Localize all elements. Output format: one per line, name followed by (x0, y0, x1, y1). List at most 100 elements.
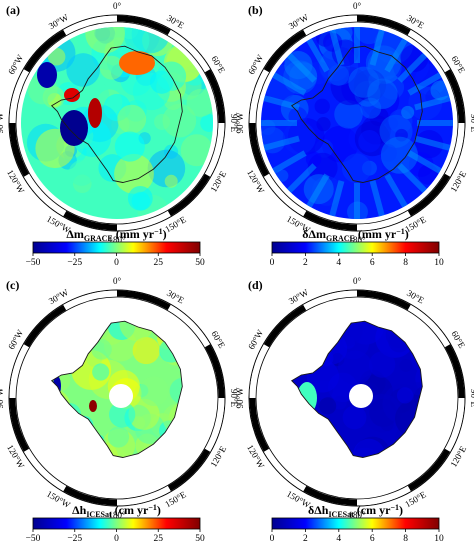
colorbar-tick-d: 2 (303, 534, 308, 544)
panel-label-b: (b) (248, 3, 263, 17)
frame-segment-a (116, 210, 171, 231)
frame-outer-b (248, 14, 466, 232)
frame-segment-b (263, 29, 307, 73)
frame-segment-a (9, 122, 30, 177)
colorbar-tick-b: 10 (434, 258, 444, 268)
coastline-a (50, 45, 183, 183)
frame-segment-b (407, 29, 451, 73)
longitude-label-b: 90°E (469, 114, 474, 133)
colorbar-tick-b: 8 (403, 258, 408, 268)
colorbar-tick-d: 10 (434, 534, 444, 544)
frame-segment-b (249, 122, 270, 177)
frame-segment-b (444, 122, 465, 177)
frame-segment-d (249, 344, 270, 399)
frame-segment-a (9, 69, 30, 124)
longitude-label-d: 90°W (235, 387, 245, 409)
colorbar-title-b: δΔmGRACE (mm yr−1) (302, 227, 409, 243)
frame-segment-a (167, 173, 211, 217)
frame-segment-c (9, 397, 30, 452)
panel-label-d: (d) (248, 278, 263, 292)
longitude-label-c: 180° (108, 510, 126, 520)
colorbar-title-a: ΔmGRACE (mm yr−1) (66, 227, 166, 243)
panel-b: 0°30°E60°E90°E120°E150°E180°150°W120°W90… (235, 1, 474, 268)
colorbar-tick-c: 50 (195, 534, 205, 544)
frame-segment-b (407, 173, 451, 217)
frame-segment-d (444, 397, 465, 452)
frame-segment-c (167, 304, 211, 348)
map-field-b (261, 27, 453, 219)
frame-segment-c (9, 344, 30, 399)
longitude-label-c: 90°W (0, 387, 5, 409)
colorbar-d (271, 517, 440, 530)
colorbar-tick-d: 8 (403, 534, 408, 544)
colorbar-c (32, 517, 201, 530)
longitude-label-b: 0° (353, 1, 362, 11)
pole-hole-d (349, 384, 373, 408)
frame-segment-c (204, 397, 225, 452)
longitude-label-a: 0° (113, 1, 122, 11)
frame-outer-a (8, 14, 226, 232)
colorbar-tick-d: 4 (336, 534, 341, 544)
frame-segment-d (249, 397, 270, 452)
frame-segment-c (63, 290, 118, 311)
frame-segment-b (303, 210, 358, 231)
colorbar-tick-d: 0 (270, 534, 275, 544)
frame-segment-a (63, 15, 118, 36)
frame-segment-c (116, 290, 171, 311)
longitude-label-a: 90°E (229, 114, 239, 133)
longitude-label-b: 180° (348, 235, 366, 245)
frame-segment-d (356, 485, 411, 506)
frame-segment-a (23, 29, 67, 73)
frame-outer-d (248, 289, 466, 507)
coastline-d (290, 320, 423, 458)
frame-segment-b (444, 69, 465, 124)
longitude-label-d: 180° (348, 510, 366, 520)
frame-segment-c (116, 485, 171, 506)
frame-inner-d (255, 296, 459, 500)
frame-segment-a (23, 173, 67, 217)
panel-label-a: (a) (6, 3, 20, 17)
colorbar-a (32, 241, 201, 254)
colorbar-title-c: ΔhICESat (cm yr−1) (72, 503, 161, 519)
frame-segment-d (407, 304, 451, 348)
frame-segment-c (204, 344, 225, 399)
colorbar-tick-b: 6 (370, 258, 375, 268)
longitude-label-b: 90°W (235, 112, 245, 134)
colorbar-tick-d: 6 (370, 534, 375, 544)
frame-segment-b (263, 173, 307, 217)
colorbar-tick-c: −25 (67, 534, 82, 544)
colorbar-tick-c: 25 (154, 534, 164, 544)
colorbar-tick-a: 50 (195, 258, 205, 268)
frame-inner-a (15, 21, 219, 225)
frame-segment-c (23, 448, 67, 492)
colorbar-b (271, 241, 440, 254)
frame-segment-d (303, 485, 358, 506)
frame-segment-d (407, 448, 451, 492)
frame-inner-b (255, 21, 459, 225)
colorbar-tick-b: 0 (270, 258, 275, 268)
colorbar-tick-a: −25 (67, 258, 82, 268)
frame-segment-b (249, 69, 270, 124)
panel-label-c: (c) (6, 278, 19, 292)
frame-segment-a (204, 122, 225, 177)
frame-segment-a (167, 29, 211, 73)
colorbar-tick-b: 2 (303, 258, 308, 268)
frame-segment-d (303, 290, 358, 311)
frame-segment-d (444, 344, 465, 399)
longitude-label-c: 90°E (229, 389, 239, 408)
longitude-label-c: 0° (113, 276, 122, 286)
longitude-label-a: 90°W (0, 112, 5, 134)
longitude-label-a: 180° (108, 235, 126, 245)
pole-hole-c (109, 384, 133, 408)
frame-segment-b (356, 210, 411, 231)
colorbar-tick-a: 25 (154, 258, 164, 268)
panel-a: 0°30°E60°E90°E120°E150°E180°150°W120°W90… (0, 1, 239, 268)
frame-segment-a (116, 15, 171, 36)
frame-segment-c (23, 304, 67, 348)
frame-segment-b (356, 15, 411, 36)
panel-d: 0°30°E60°E90°E120°E150°E180°150°W120°W90… (235, 276, 474, 544)
colorbar-tick-b: 4 (336, 258, 341, 268)
frame-segment-a (204, 69, 225, 124)
colorbar-tick-c: 0 (114, 534, 119, 544)
